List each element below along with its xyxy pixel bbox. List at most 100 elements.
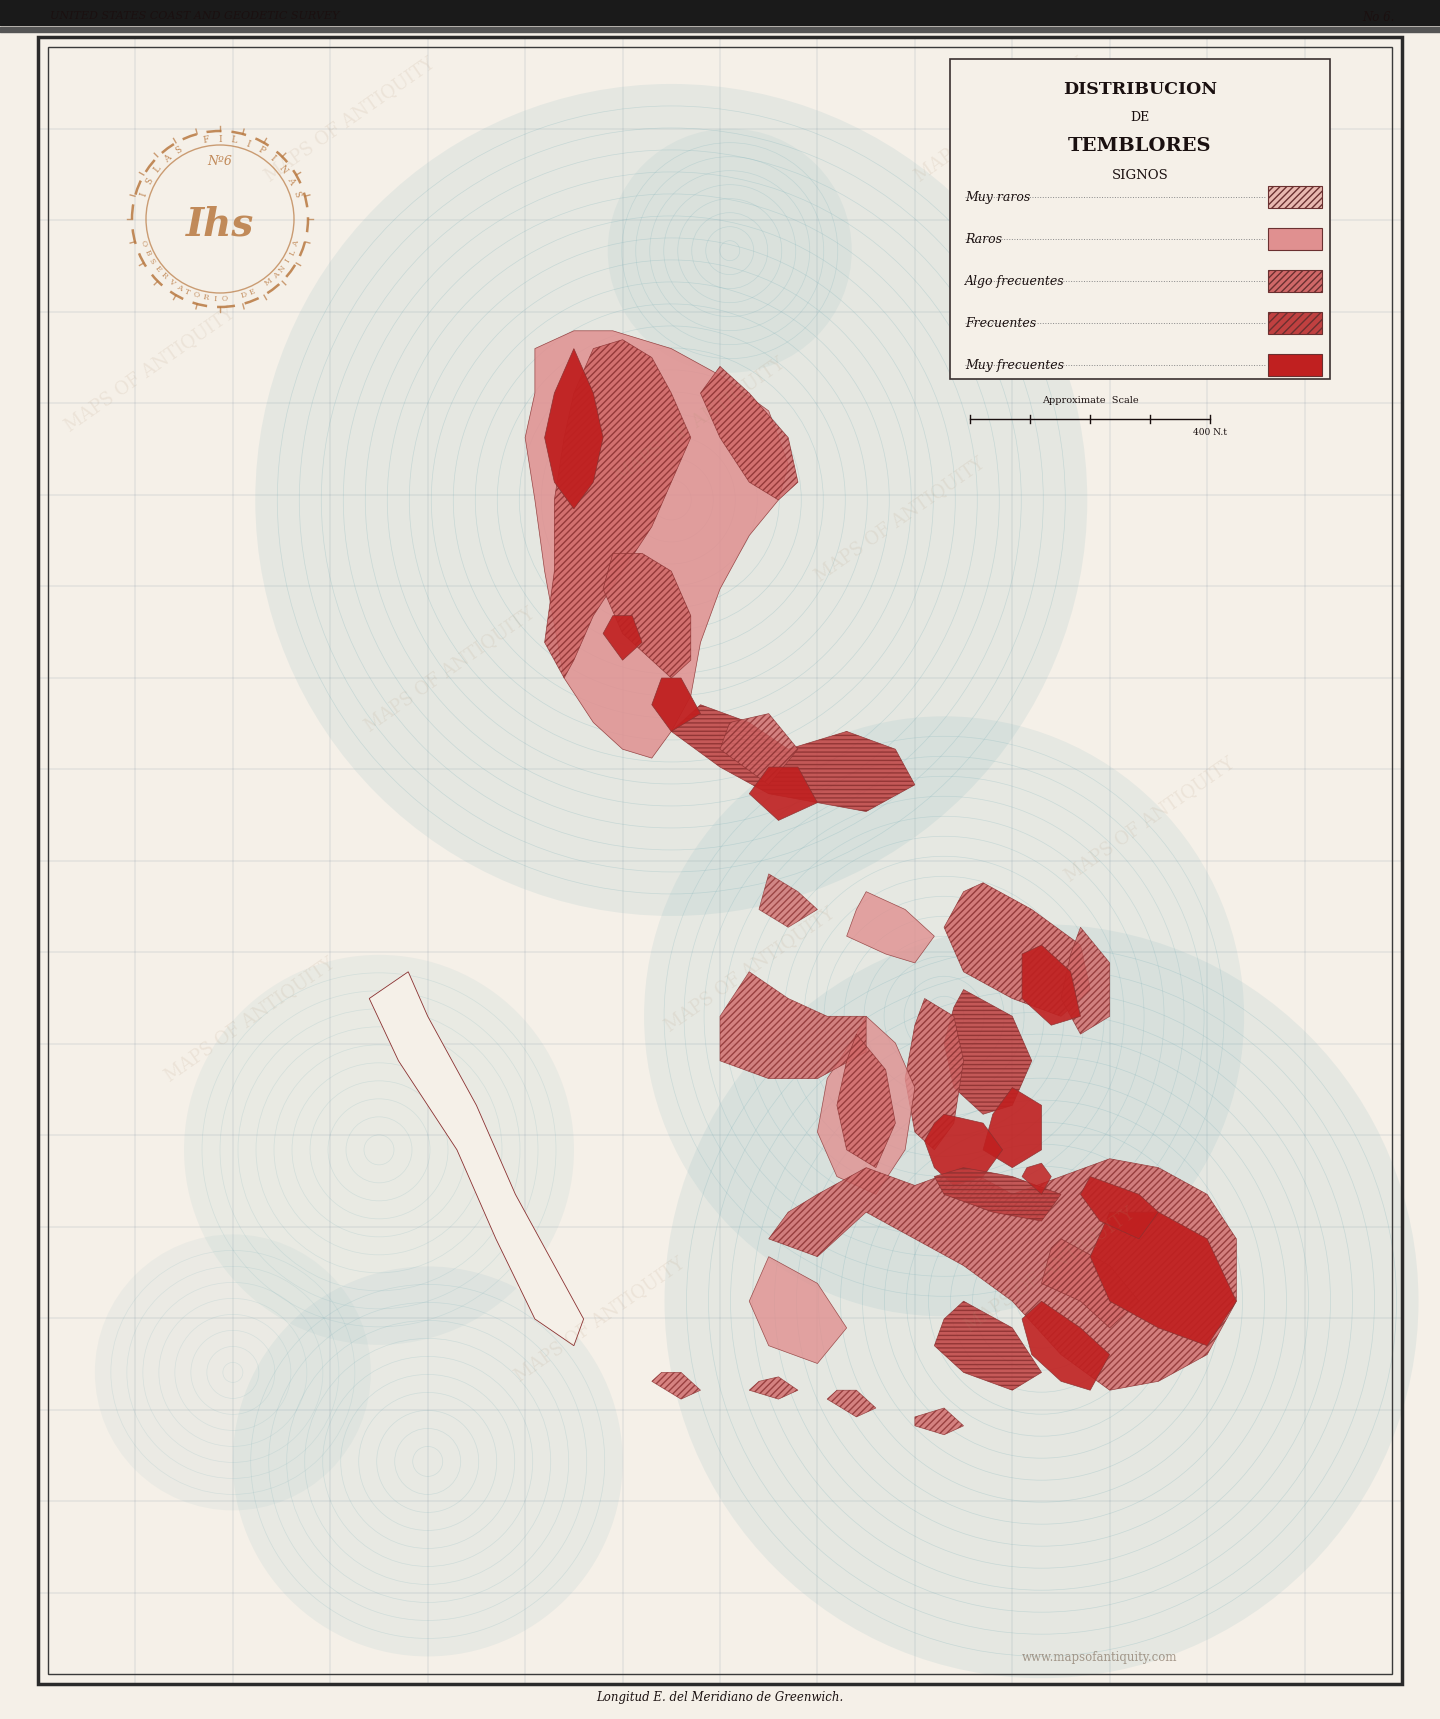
- Text: SIGNOS: SIGNOS: [1112, 168, 1168, 182]
- Polygon shape: [700, 366, 798, 500]
- Text: No 6.: No 6.: [1362, 10, 1395, 24]
- Polygon shape: [935, 1167, 1061, 1220]
- Text: MAPS OF ANTIQUITY: MAPS OF ANTIQUITY: [161, 954, 338, 1085]
- Text: TEMBLORES: TEMBLORES: [1068, 138, 1211, 155]
- Polygon shape: [984, 1088, 1041, 1167]
- Polygon shape: [749, 1377, 798, 1399]
- Polygon shape: [945, 990, 1032, 1114]
- Polygon shape: [769, 1159, 1237, 1391]
- Text: UNITED STATES COAST AND GEODETIC SURVEY: UNITED STATES COAST AND GEODETIC SURVEY: [50, 10, 340, 21]
- Text: I: I: [213, 294, 217, 303]
- Text: MAPS OF ANTIQUITY: MAPS OF ANTIQUITY: [361, 603, 539, 734]
- Polygon shape: [827, 1391, 876, 1416]
- Polygon shape: [1022, 945, 1080, 1025]
- Text: E: E: [248, 287, 256, 297]
- Text: MAPS OF ANTIQUITY: MAPS OF ANTIQUITY: [912, 53, 1089, 184]
- Text: S: S: [147, 256, 157, 265]
- FancyBboxPatch shape: [1269, 270, 1322, 292]
- Polygon shape: [1041, 1239, 1139, 1327]
- Text: R: R: [202, 294, 209, 303]
- Text: I: I: [268, 155, 276, 163]
- Circle shape: [233, 1267, 622, 1657]
- Text: L: L: [230, 136, 238, 144]
- Text: I: I: [245, 139, 252, 150]
- Polygon shape: [544, 340, 691, 677]
- Text: www.mapsofantiquity.com: www.mapsofantiquity.com: [1022, 1650, 1178, 1664]
- Text: L: L: [153, 163, 163, 174]
- Polygon shape: [526, 330, 788, 758]
- FancyBboxPatch shape: [950, 58, 1331, 378]
- Text: N: N: [276, 163, 288, 175]
- Text: R: R: [158, 272, 168, 280]
- Text: S: S: [174, 144, 184, 156]
- Polygon shape: [652, 1372, 700, 1399]
- Text: MAPS OF ANTIQUITY: MAPS OF ANTIQUITY: [812, 454, 988, 584]
- Text: Ihs: Ihs: [186, 205, 253, 242]
- Text: DE: DE: [1130, 112, 1149, 124]
- Polygon shape: [914, 1408, 963, 1435]
- Circle shape: [608, 129, 851, 373]
- Text: P: P: [256, 144, 266, 156]
- Circle shape: [664, 925, 1418, 1678]
- Text: 400 N.t: 400 N.t: [1192, 428, 1227, 437]
- Polygon shape: [818, 1016, 914, 1195]
- Polygon shape: [603, 554, 691, 677]
- FancyBboxPatch shape: [1269, 354, 1322, 376]
- Text: M: M: [264, 277, 275, 287]
- Text: Frecuentes: Frecuentes: [965, 316, 1037, 330]
- Polygon shape: [759, 873, 818, 927]
- Text: MAPS OF ANTIQUITY: MAPS OF ANTIQUITY: [511, 1253, 688, 1384]
- Text: L: L: [288, 249, 297, 256]
- Text: E: E: [153, 265, 163, 273]
- Polygon shape: [924, 1114, 1002, 1186]
- Text: Muy raros: Muy raros: [965, 191, 1030, 203]
- Polygon shape: [720, 713, 798, 786]
- Polygon shape: [935, 1301, 1041, 1391]
- Polygon shape: [847, 892, 935, 963]
- Circle shape: [184, 954, 575, 1344]
- Polygon shape: [1061, 927, 1110, 1035]
- Text: O: O: [222, 294, 228, 303]
- Polygon shape: [1022, 1301, 1110, 1391]
- Text: MAPS OF ANTIQUITY: MAPS OF ANTIQUITY: [662, 904, 838, 1035]
- Text: MAPS OF ANTIQUITY: MAPS OF ANTIQUITY: [62, 304, 238, 435]
- Text: MAPS OF ANTIQUITY: MAPS OF ANTIQUITY: [262, 53, 438, 184]
- Text: T: T: [183, 287, 192, 297]
- Polygon shape: [749, 767, 818, 820]
- Text: A: A: [174, 284, 183, 292]
- Text: V: V: [167, 277, 176, 287]
- Polygon shape: [671, 705, 914, 811]
- Polygon shape: [1022, 1164, 1051, 1195]
- Text: Nº6: Nº6: [207, 155, 232, 167]
- Text: A: A: [271, 272, 281, 280]
- Text: I: I: [284, 258, 292, 265]
- Circle shape: [95, 1234, 372, 1511]
- Text: S: S: [291, 191, 301, 199]
- Polygon shape: [720, 971, 865, 1078]
- Text: O: O: [140, 239, 148, 248]
- Polygon shape: [603, 615, 642, 660]
- Text: D: D: [239, 291, 248, 301]
- FancyBboxPatch shape: [1269, 313, 1322, 333]
- Text: O: O: [193, 291, 200, 301]
- Polygon shape: [749, 1257, 847, 1363]
- Polygon shape: [369, 971, 583, 1346]
- Polygon shape: [1090, 1212, 1237, 1346]
- Text: Approximate  Scale: Approximate Scale: [1041, 395, 1138, 406]
- FancyBboxPatch shape: [1269, 186, 1322, 208]
- Text: F: F: [202, 136, 210, 146]
- Text: Raros: Raros: [965, 232, 1002, 246]
- Circle shape: [255, 84, 1087, 916]
- Text: MAPS OF ANTIQUITY: MAPS OF ANTIQUITY: [612, 354, 788, 485]
- Text: B: B: [143, 248, 153, 256]
- Text: I: I: [219, 134, 222, 143]
- FancyBboxPatch shape: [1269, 229, 1322, 249]
- Text: S: S: [144, 177, 156, 186]
- Text: N: N: [278, 263, 288, 273]
- Text: A: A: [291, 241, 301, 248]
- Polygon shape: [1080, 1176, 1158, 1239]
- Text: A: A: [161, 153, 173, 165]
- Text: DISTRIBUCION: DISTRIBUCION: [1063, 81, 1217, 98]
- Circle shape: [644, 717, 1244, 1317]
- Polygon shape: [945, 884, 1090, 1016]
